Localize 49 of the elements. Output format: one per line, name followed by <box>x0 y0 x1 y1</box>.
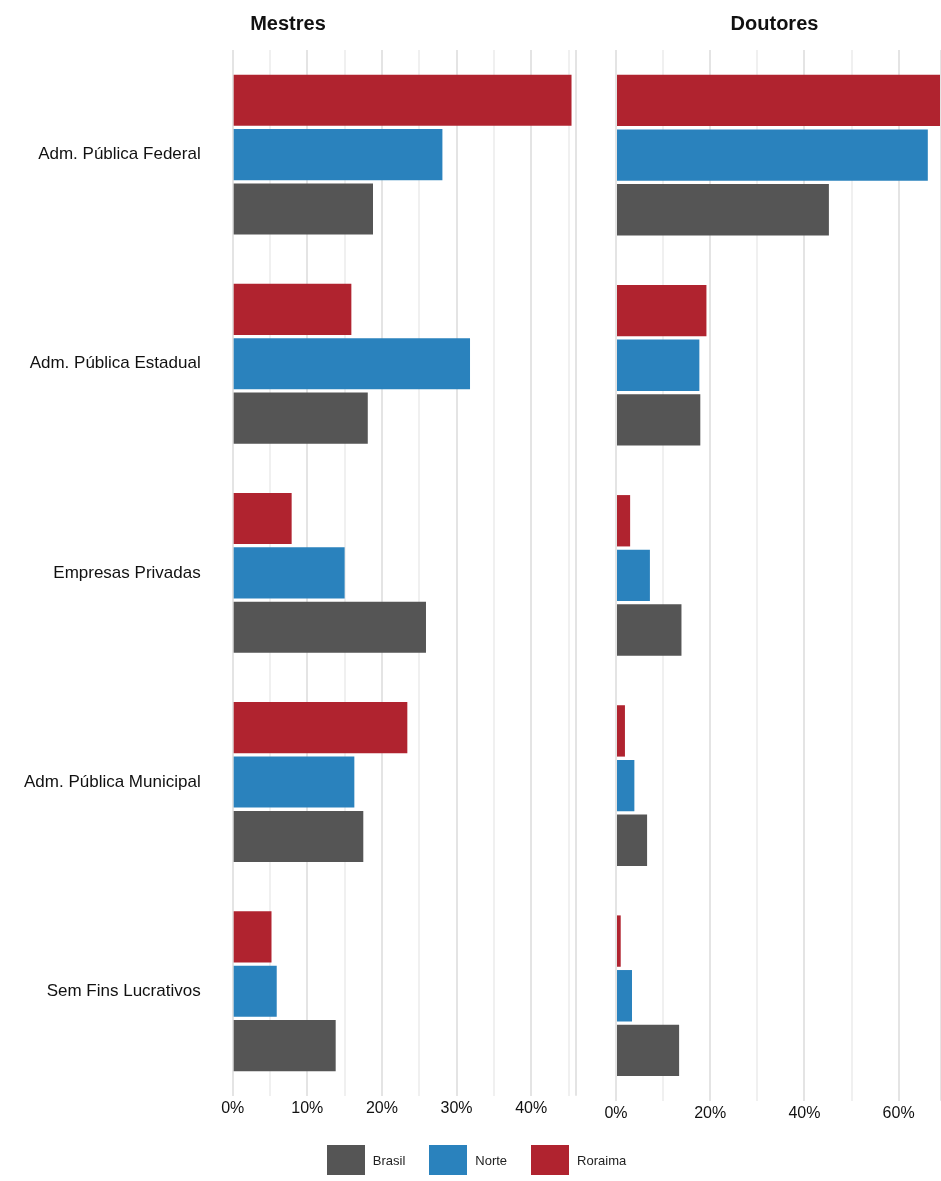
bar <box>233 129 443 181</box>
bar <box>617 184 829 236</box>
bar <box>233 74 572 126</box>
x-tick-label: 20% <box>694 1103 727 1121</box>
bar <box>233 756 355 808</box>
legend-label: Roraima <box>577 1152 627 1168</box>
bar <box>617 759 635 812</box>
bar <box>617 284 707 337</box>
legend-label: Norte <box>475 1152 508 1168</box>
bar <box>617 915 621 967</box>
bar <box>233 392 368 444</box>
bar <box>233 911 272 963</box>
y-tick-label: Empresas Privadas <box>53 562 201 582</box>
bar <box>617 129 928 181</box>
x-tick-label: 0% <box>604 1103 628 1121</box>
bar <box>233 492 292 545</box>
bar <box>233 1020 336 1072</box>
x-tick-label: 40% <box>515 1098 548 1116</box>
bar <box>617 74 941 127</box>
bar <box>617 970 633 1022</box>
bar <box>617 705 625 757</box>
y-tick-label: Adm. Pública Federal <box>38 144 201 164</box>
bar <box>617 495 631 547</box>
y-tick-label: Sem Fins Lucrativos <box>46 980 201 1000</box>
x-tick-label: 30% <box>440 1098 473 1116</box>
bar <box>617 1024 680 1077</box>
bar <box>617 339 700 391</box>
x-tick-label: 10% <box>291 1098 324 1116</box>
bar <box>233 965 277 1017</box>
bar <box>233 338 471 390</box>
y-tick-label: Adm. Pública Municipal <box>23 771 201 791</box>
legend-label: Brasil <box>372 1152 406 1168</box>
chart-title: Doutores <box>730 11 819 34</box>
x-tick-label: 60% <box>882 1103 915 1121</box>
bar <box>617 394 701 446</box>
bar <box>617 814 648 866</box>
bar <box>233 601 426 653</box>
bar <box>617 549 650 602</box>
bar <box>233 283 352 335</box>
bar <box>617 604 682 656</box>
chart-title: Mestres <box>250 11 326 34</box>
bar <box>233 547 345 599</box>
y-tick-label: Adm. Pública Estadual <box>29 353 201 373</box>
x-tick-label: 0% <box>221 1098 245 1116</box>
bar <box>233 810 364 862</box>
x-tick-label: 40% <box>788 1103 821 1121</box>
x-tick-label: 20% <box>365 1098 398 1116</box>
bar <box>233 183 373 235</box>
bar <box>233 702 408 754</box>
